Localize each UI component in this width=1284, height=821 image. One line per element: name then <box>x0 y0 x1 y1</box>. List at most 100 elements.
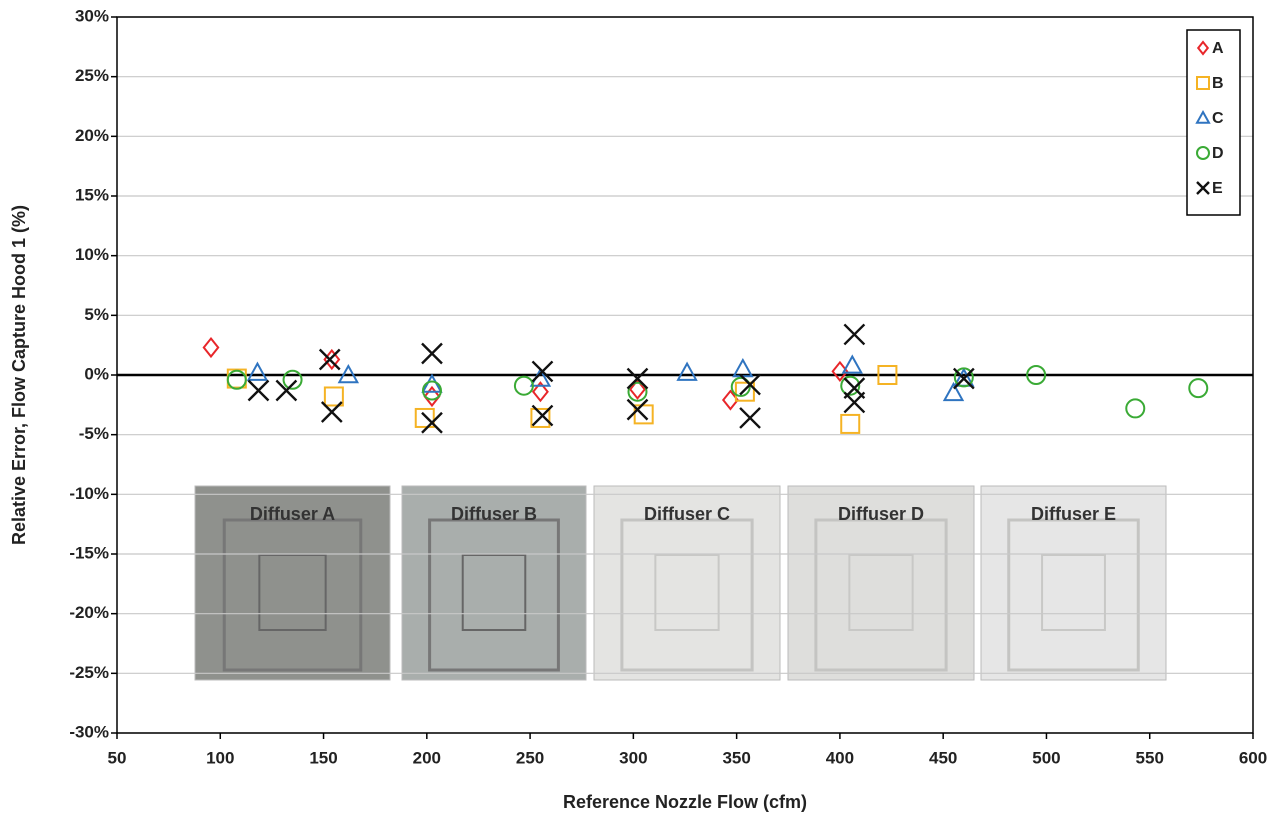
y-tick-label: -15% <box>69 543 109 562</box>
marker-x <box>421 342 443 365</box>
marker-x <box>318 348 341 371</box>
marker-diamond <box>629 378 646 400</box>
inset-detail <box>620 518 754 672</box>
marker-circle <box>226 369 247 390</box>
y-tick-label: -25% <box>69 663 109 682</box>
inset-detail <box>1041 554 1106 631</box>
x-tick-label: 150 <box>309 748 337 767</box>
marker-circle <box>1196 146 1210 160</box>
x-tick-label: 500 <box>1032 748 1060 767</box>
x-tick-label: 250 <box>516 748 544 767</box>
marker-square <box>323 386 344 407</box>
y-tick-label: 20% <box>75 126 109 145</box>
marker-x <box>320 401 343 423</box>
marker-x <box>739 373 761 396</box>
marker-triangle <box>676 361 698 381</box>
inset-photo <box>980 485 1167 681</box>
inset-label: Diffuser D <box>838 504 924 524</box>
marker-triangle <box>1195 109 1211 124</box>
marker-x <box>247 379 270 402</box>
inset-photo <box>401 485 587 681</box>
marker-circle <box>953 367 974 388</box>
marker-circle <box>840 375 861 396</box>
y-tick-label: 5% <box>84 305 109 324</box>
inset-detail <box>461 554 527 631</box>
marker-square <box>840 413 861 434</box>
marker-circle <box>1125 398 1146 419</box>
inset-label: Diffuser C <box>644 504 730 524</box>
y-tick-label: 10% <box>75 245 109 264</box>
y-tick-label: 30% <box>75 6 109 25</box>
inset-detail <box>258 554 327 631</box>
y-tick-label: -20% <box>69 603 109 622</box>
y-tick-label: 0% <box>84 364 109 383</box>
inset-detail <box>222 518 363 672</box>
y-tick-label: -30% <box>69 722 109 741</box>
x-tick-label: 200 <box>413 748 441 767</box>
marker-triangle <box>841 354 864 374</box>
marker-square <box>530 407 551 428</box>
y-tick-label: -10% <box>69 484 109 503</box>
inset-photo <box>593 485 781 681</box>
x-tick-label: 450 <box>929 748 957 767</box>
legend-label: C <box>1212 110 1224 127</box>
marker-square <box>734 381 755 402</box>
marker-square <box>633 404 654 425</box>
inset-detail <box>654 554 720 631</box>
marker-x <box>626 398 649 421</box>
marker-square <box>414 407 435 428</box>
y-tick-label: 15% <box>75 185 109 204</box>
x-tick-label: 400 <box>826 748 854 767</box>
inset-photo <box>787 485 975 681</box>
marker-diamond <box>531 381 549 403</box>
marker-circle <box>513 375 534 396</box>
legend-label: B <box>1212 75 1224 92</box>
marker-circle <box>1026 365 1047 385</box>
x-tick-label: 100 <box>206 748 234 767</box>
marker-circle <box>1188 378 1209 399</box>
x-tick-label: 50 <box>108 748 127 767</box>
marker-circle <box>627 381 648 402</box>
legend-label: A <box>1212 40 1224 57</box>
marker-triangle <box>246 361 269 381</box>
inset-label: Diffuser A <box>250 504 335 524</box>
marker-x <box>421 411 443 434</box>
x-tick-label: 300 <box>619 748 647 767</box>
x-tick-label: 350 <box>722 748 750 767</box>
inset-detail <box>848 554 914 631</box>
marker-diamond <box>423 385 441 408</box>
marker-diamond <box>1196 40 1210 56</box>
marker-x <box>626 367 649 390</box>
inset-label: Diffuser B <box>451 504 537 524</box>
marker-x <box>739 407 761 429</box>
inset-detail <box>814 518 948 672</box>
legend-label: E <box>1212 180 1223 197</box>
marker-square <box>1196 76 1210 90</box>
marker-triangle <box>337 363 360 384</box>
marker-x <box>275 379 298 402</box>
marker-square <box>877 365 898 385</box>
marker-circle <box>282 369 303 390</box>
marker-x <box>843 377 866 399</box>
y-tick-label: -5% <box>79 424 109 443</box>
marker-circle <box>421 380 442 401</box>
inset-photo <box>194 485 391 681</box>
marker-circle <box>730 376 751 397</box>
x-tick-label: 600 <box>1239 748 1267 767</box>
inset-detail <box>428 518 560 672</box>
marker-x <box>531 404 554 427</box>
x-axis-title: Reference Nozzle Flow (cfm) <box>563 792 807 812</box>
marker-x <box>531 360 554 383</box>
marker-diamond <box>202 336 220 359</box>
marker-triangle <box>942 381 965 402</box>
y-axis-title: Relative Error, Flow Capture Hood 1 (%) <box>9 205 29 545</box>
y-tick-label: 25% <box>75 66 109 85</box>
legend-label: D <box>1212 145 1224 162</box>
marker-x <box>843 323 866 346</box>
x-tick-label: 550 <box>1136 748 1164 767</box>
inset-label: Diffuser E <box>1031 504 1116 524</box>
marker-x <box>1196 181 1210 195</box>
marker-x <box>952 367 975 390</box>
inset-detail <box>1007 518 1140 672</box>
